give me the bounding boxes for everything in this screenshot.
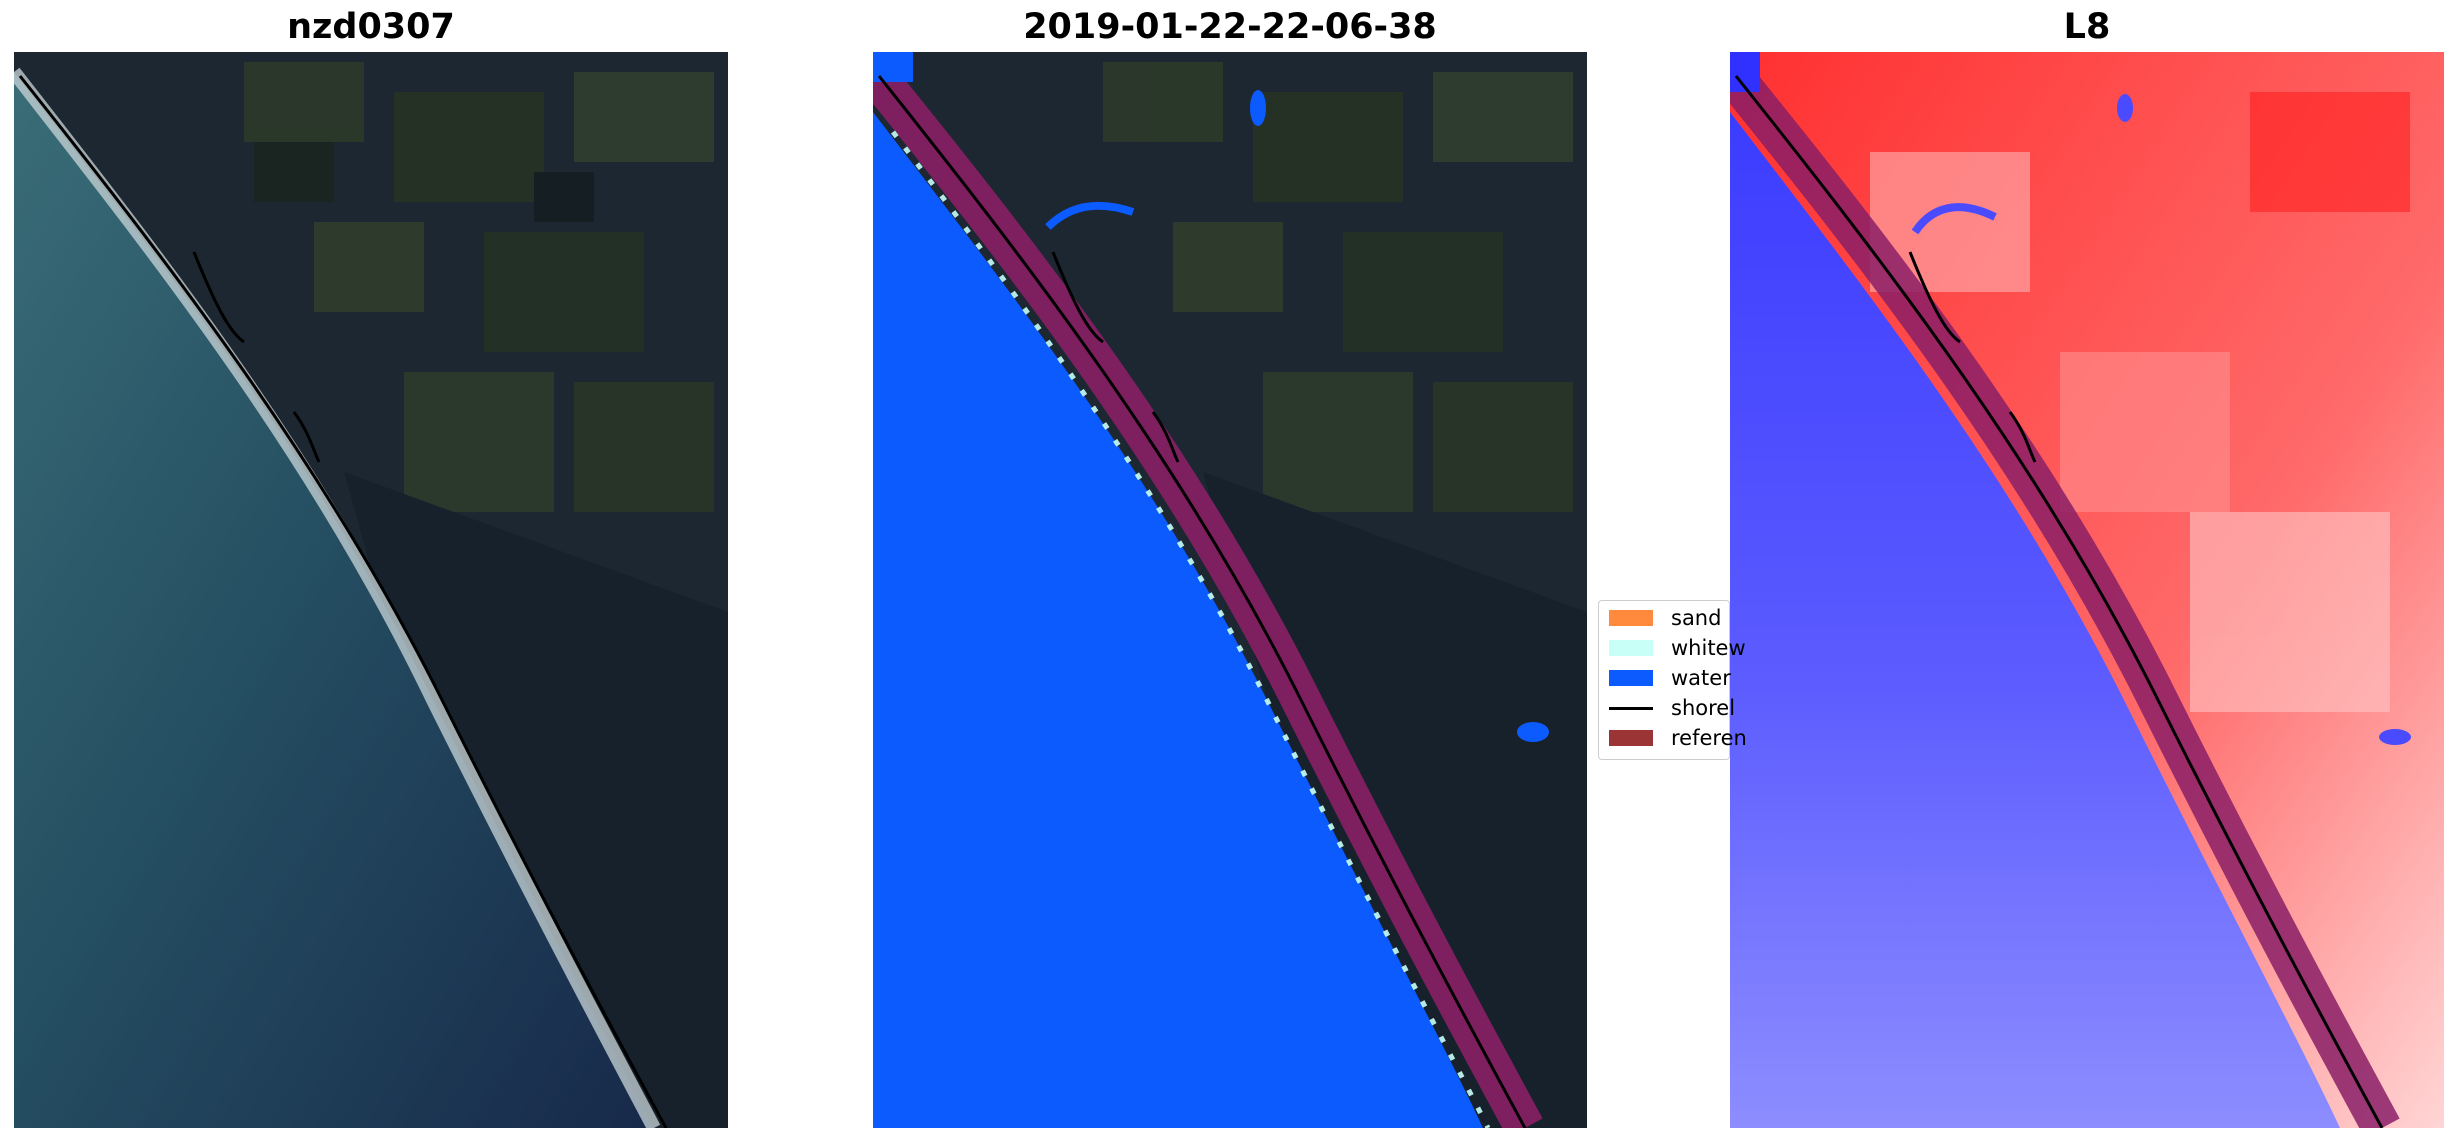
legend-label: sand	[1671, 606, 1722, 630]
legend-label: referen	[1671, 726, 1747, 750]
panel-title-rgb: nzd0307	[287, 7, 455, 47]
farmland-patches	[244, 62, 714, 512]
legend-label: whitew	[1671, 636, 1746, 660]
panel-title-classified: 2019-01-22-22-06-38	[1023, 7, 1437, 47]
legend-item-sand: sand	[1609, 604, 1721, 632]
index-image	[1730, 52, 2444, 1128]
water-swatch	[1609, 670, 1653, 686]
legend-item-water: water	[1609, 664, 1731, 692]
sea-index	[1730, 112, 2340, 1128]
water-class	[873, 112, 1483, 1128]
ocean	[14, 72, 654, 1128]
shoreline	[18, 75, 668, 1128]
classified-image	[873, 52, 1587, 1128]
shoreline-swatch	[1609, 706, 1653, 710]
reference-swatch	[1609, 730, 1653, 746]
legend-item-shoreline: shorel	[1609, 694, 1735, 722]
sand-swatch	[1609, 610, 1653, 626]
legend-label: water	[1671, 666, 1731, 690]
legend-label: shorel	[1671, 696, 1736, 720]
rgb-satellite-image	[14, 52, 728, 1128]
legend-item-whitewater: whitew	[1609, 634, 1746, 662]
panel-title-index: L8	[2063, 7, 2111, 47]
legend: sand whitew water shorel referen	[1598, 600, 1747, 760]
legend-item-reference: referen	[1609, 724, 1747, 752]
whitewater-swatch	[1609, 640, 1653, 656]
